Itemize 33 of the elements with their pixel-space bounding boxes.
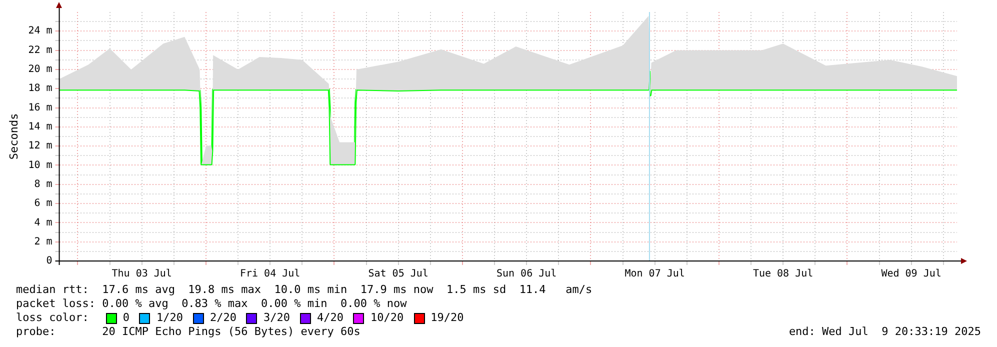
y-tick-label: 0	[46, 256, 52, 267]
y-tick-label: 8 m	[34, 178, 52, 190]
x-tick-label: Wed 09 Jul	[881, 268, 942, 280]
text: 10/20	[370, 311, 404, 325]
y-tick-label: 20 m	[28, 64, 52, 76]
x-tick-label: Mon 07 Jul	[624, 268, 685, 280]
x-tick-label: Sat 05 Jul	[368, 268, 428, 280]
text: 1/20	[156, 311, 183, 325]
text: packet loss: 0.00 % avg 0.83 % max 0.00 % min 0.00 % now	[16, 297, 408, 311]
x-tick-label: Thu 03 Jul	[112, 268, 172, 280]
text: 4/20	[316, 311, 344, 325]
text: 3/20	[263, 311, 290, 325]
y-tick-label: 18 m	[28, 83, 52, 94]
y-tick-label: 22 m	[28, 44, 52, 56]
y-tick-label: 6 m	[34, 198, 52, 210]
y-tick-label: 4 m	[34, 217, 52, 228]
y-tick-label: 14 m	[28, 122, 52, 133]
text: 2/20	[210, 311, 236, 325]
y-tick-label: 24 m	[28, 26, 52, 37]
y-tick-label: 16 m	[28, 102, 52, 114]
x-tick-label: Tue 08 Jul	[752, 268, 814, 280]
y-axis-title: Seconds	[7, 113, 20, 160]
y-tick-label: 10 m	[28, 160, 52, 171]
x-tick-label: Sun 06 Jul	[496, 268, 557, 280]
text: end: Wed Jul 9 20:33:19 2025	[788, 325, 981, 339]
y-tick-label: 2 m	[34, 236, 52, 248]
x-tick-label: Fri 04 Jul	[240, 268, 300, 280]
text: median rtt: 17.6 ms avg 19.8 ms max 10.0 ms min 17.9 ms now 1.5 ms sd 11.4 am/s	[16, 283, 594, 297]
text: loss color:	[16, 311, 89, 325]
y-tick-label: 12 m	[28, 140, 52, 152]
text: 19/20	[430, 311, 464, 325]
text: probe: 20 ICMP Echo Pings (56 Bytes) every 60s	[16, 325, 360, 339]
text: 0	[122, 311, 130, 325]
